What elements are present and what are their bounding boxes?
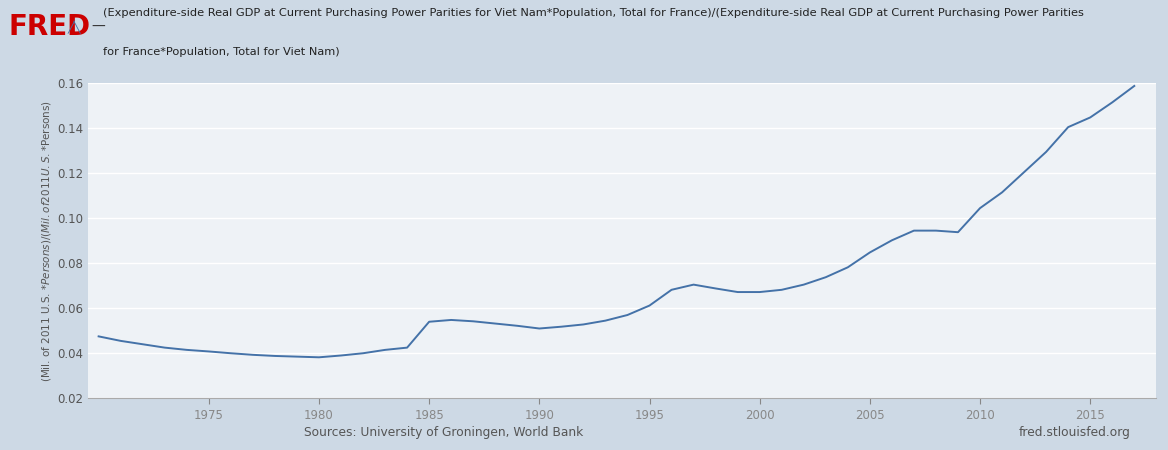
- Text: for France*Population, Total for Viet Nam): for France*Population, Total for Viet Na…: [103, 47, 340, 57]
- Text: ╱╲: ╱╲: [68, 20, 82, 33]
- Text: fred.stlouisfed.org: fred.stlouisfed.org: [1018, 426, 1131, 439]
- Text: Sources: University of Groningen, World Bank: Sources: University of Groningen, World …: [304, 426, 584, 439]
- Text: (Expenditure-side Real GDP at Current Purchasing Power Parities for Viet Nam*Pop: (Expenditure-side Real GDP at Current Pu…: [103, 8, 1084, 18]
- Text: FRED: FRED: [8, 13, 90, 40]
- Y-axis label: (Mil. of 2011 U.S. $*Persons)/(Mil. of 2011 U.S. $*Persons): (Mil. of 2011 U.S. $*Persons)/(Mil. of 2…: [40, 100, 53, 382]
- Text: —: —: [91, 19, 105, 33]
